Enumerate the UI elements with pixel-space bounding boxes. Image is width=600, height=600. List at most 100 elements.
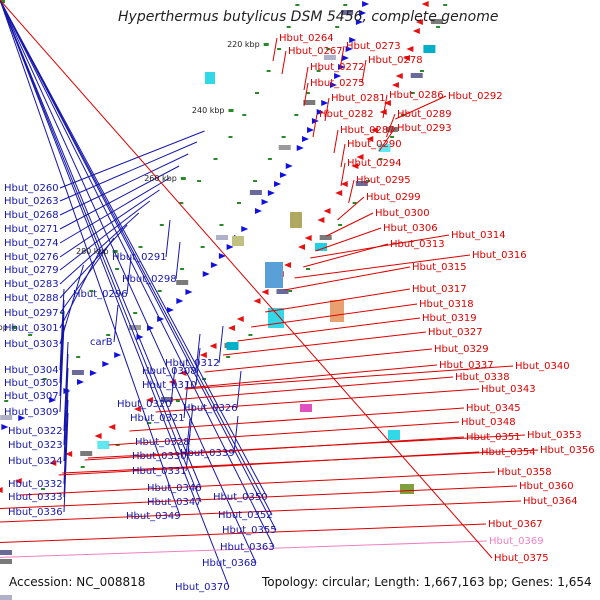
gene-arrow	[254, 208, 262, 214]
gene-arrow	[284, 262, 292, 268]
gene-label: Hbut_0323	[8, 440, 63, 451]
gene-label: Hbut_0264	[279, 33, 334, 44]
gene-label: Hbut_0330	[132, 451, 187, 462]
gene-arrow	[391, 82, 399, 88]
track-tick	[4, 400, 9, 402]
gene-arrow	[406, 46, 414, 52]
track-tick	[410, 92, 415, 94]
track-tick	[89, 290, 94, 292]
gene-block	[410, 73, 423, 78]
gene-label: Hbut_0297	[4, 308, 59, 319]
track-tick	[390, 136, 395, 138]
track-tick	[106, 334, 111, 336]
gene-arrow	[267, 190, 275, 196]
track-tick	[226, 356, 231, 358]
leader-line	[59, 177, 170, 244]
gene-label: Hbut_0370	[175, 582, 230, 593]
gene-arrow	[185, 289, 193, 295]
gene-block	[290, 212, 302, 228]
gene-label: Hbut_0367	[488, 519, 543, 530]
leader-line	[0, 0, 277, 531]
track-tick	[80, 466, 85, 468]
leader-line	[59, 250, 101, 329]
leader-line	[171, 376, 454, 401]
gene-arrow	[94, 433, 102, 439]
gene-label: Hbut_0363	[220, 542, 275, 553]
leader-line	[382, 94, 388, 119]
track-tick	[295, 4, 300, 6]
leader-line	[0, 0, 275, 548]
gene-arrow	[321, 100, 329, 106]
leader-line	[0, 485, 518, 510]
gene-label: Hbut_0288	[4, 293, 59, 304]
gene-arrow	[166, 307, 174, 313]
gene-label: Hbut_0340	[515, 361, 570, 372]
gene-label: Hbut_0312	[165, 358, 220, 369]
gene-label: Hbut_0282	[319, 109, 374, 120]
gene-label: Hbut_0268	[4, 210, 59, 221]
gene-label: Hbut_0336	[8, 507, 63, 518]
gene-arrow	[261, 289, 269, 295]
gene-block	[0, 595, 12, 600]
gene-label: Hbut_0356	[540, 445, 595, 456]
track-tick	[147, 422, 152, 424]
leader-line	[339, 45, 345, 70]
gene-block	[205, 72, 215, 84]
scale-label: 240 kbp	[192, 106, 225, 115]
gene-label: Hbut_0375	[494, 553, 549, 564]
track-tick	[288, 290, 293, 292]
track-tick	[436, 26, 441, 28]
gene-label: Hbut_0345	[466, 403, 521, 414]
gene-arrow	[355, 19, 363, 25]
leader-line	[185, 418, 191, 457]
leader-line	[183, 380, 189, 419]
track-tick	[366, 180, 370, 182]
gene-arrow	[133, 406, 141, 412]
track-tick	[28, 334, 33, 336]
gene-label: Hbut_0295	[356, 175, 411, 186]
gene-arrow	[253, 298, 261, 304]
gene-label: Hbut_0305	[4, 378, 59, 389]
leader-line	[165, 219, 171, 258]
gene-block	[276, 289, 289, 294]
gene-arrow	[18, 415, 26, 421]
track-tick	[266, 70, 271, 72]
gene-arrow	[176, 298, 184, 304]
gene-arrow	[296, 145, 304, 151]
leader-line	[361, 59, 367, 84]
gene-label: Hbut_0276	[4, 252, 59, 263]
scale-tick	[263, 43, 269, 46]
leader-line	[378, 127, 396, 152]
leader-line	[0, 523, 487, 543]
gene-label: Hbut_0287	[340, 125, 395, 136]
leader-line	[237, 317, 421, 342]
accession-text: Accession: NC_008818	[9, 575, 146, 589]
gene-arrow	[285, 163, 293, 169]
leader-line	[59, 130, 205, 189]
gene-label: Hbut_0329	[434, 344, 489, 355]
leader-line	[59, 310, 65, 397]
gene-block	[423, 45, 436, 53]
gene-label: Hbut_0317	[412, 284, 467, 295]
gene-arrow	[49, 397, 57, 403]
leader-line	[59, 153, 189, 216]
gene-label: Hbut_0320	[117, 399, 172, 410]
gene-arrow	[226, 244, 234, 250]
gene-block	[265, 262, 283, 288]
gene-label: Hbut_0309	[4, 407, 59, 418]
gene-label: Hbut_0324	[8, 456, 63, 467]
gene-arrow	[356, 154, 364, 160]
leader-line	[324, 97, 330, 122]
leader-line	[386, 113, 396, 138]
leader-line	[337, 196, 365, 221]
track-tick	[281, 136, 286, 138]
gene-label: Hbut_0292	[448, 91, 503, 102]
track-tick	[286, 26, 291, 28]
track-tick	[267, 158, 272, 160]
leader-line	[315, 227, 382, 252]
gene-label: Hbut_0314	[451, 230, 506, 241]
gene-arrow	[241, 226, 249, 232]
gene-label: Hbut_0315	[412, 262, 467, 273]
leader-line	[113, 304, 119, 343]
gene-block	[278, 145, 291, 150]
